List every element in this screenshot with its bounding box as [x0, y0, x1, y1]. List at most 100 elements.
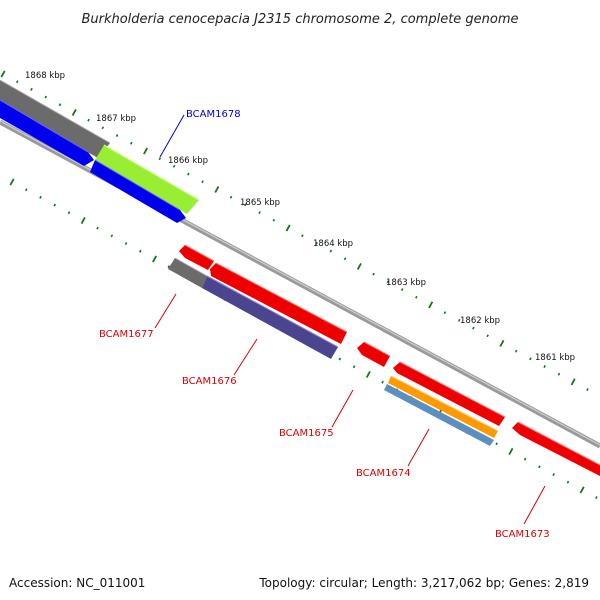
label-leaders [154, 114, 546, 525]
tick-mark [538, 465, 541, 469]
tick-mark [566, 480, 570, 484]
red-cds-small-1[interactable] [179, 244, 215, 270]
tick-mark [9, 178, 15, 186]
steel-blue-feature[interactable] [384, 384, 494, 446]
tick-mark [329, 249, 333, 253]
tick-mark [508, 447, 514, 455]
red-cds-long-1[interactable] [210, 262, 348, 344]
tick-mark [381, 380, 384, 384]
tick-mark [543, 365, 546, 368]
tick-mark [124, 242, 128, 245]
green-feature[interactable] [95, 144, 200, 214]
map-title: Burkholderia cenocepacia J2315 chromosom… [81, 12, 518, 27]
tick-mark [372, 272, 375, 276]
tick-mark [167, 265, 171, 269]
tick-mark [315, 241, 318, 245]
tick-mark [338, 357, 342, 361]
kbp-labels: 1868 kbp 1867 kbp 1866 kbp 1865 kbp 1864… [25, 71, 575, 363]
kbp-label: 1864 kbp [313, 239, 353, 249]
tick-mark [499, 339, 505, 347]
tick-mark [214, 185, 220, 193]
orange-feature[interactable] [388, 375, 499, 438]
topology-text: Topology: circular; Length: 3,217,062 bp… [258, 576, 589, 590]
tick-mark [39, 195, 42, 199]
tick-mark [301, 234, 304, 238]
blue-cds-upper[interactable] [0, 99, 94, 166]
tick-mark [258, 211, 261, 214]
tick-mark [579, 486, 585, 494]
tick-mark [172, 164, 176, 168]
gene-label-bcam1675[interactable]: BCAM1675 [279, 428, 334, 439]
tick-mark [53, 203, 57, 207]
tick-mark [58, 103, 62, 107]
kbp-label: 1865 kbp [240, 198, 280, 208]
gray-feature-lower[interactable] [168, 257, 208, 288]
tick-mark [356, 262, 362, 270]
tick-mark [30, 87, 33, 91]
kbp-label: 1862 kbp [460, 316, 500, 326]
tick-mark [101, 126, 105, 130]
gene-labels: BCAM1678 BCAM1677 BCAM1676 BCAM1675 BCAM… [99, 109, 550, 540]
tick-mark [570, 378, 576, 386]
tick-mark [143, 147, 148, 155]
tick-mark [428, 301, 434, 309]
tick-mark [139, 249, 142, 253]
tick-mark [80, 216, 86, 225]
tick-mark [96, 226, 99, 230]
tick-mark [472, 326, 475, 330]
kbp-label: 1867 kbp [96, 114, 136, 124]
tick-mark [67, 211, 71, 215]
tick-mark [187, 172, 190, 176]
tick-mark [514, 349, 518, 353]
tick-mark [272, 218, 276, 222]
tick-mark [110, 234, 114, 238]
tick-mark [365, 370, 371, 378]
tick-mark [400, 288, 404, 291]
red-cds-long-2[interactable] [393, 361, 506, 426]
red-cds-small-2[interactable] [357, 341, 391, 367]
tick-mark [152, 255, 157, 263]
tick-mark [552, 473, 555, 476]
gene-label-bcam1676[interactable]: BCAM1676 [182, 376, 237, 387]
purple-feature[interactable] [202, 275, 339, 359]
accession-text: Accession: NC_011001 [9, 576, 145, 590]
red-cds-long-3[interactable] [512, 421, 600, 476]
kbp-label: 1866 kbp [168, 156, 208, 166]
tick-mark [523, 457, 527, 461]
tick-mark [71, 108, 77, 117]
tick-mark [343, 257, 347, 261]
gene-label-bcam1677[interactable]: BCAM1677 [99, 329, 154, 340]
tick-mark [201, 180, 204, 184]
tick-mark [457, 318, 461, 322]
tick-mark [115, 134, 119, 137]
tick-mark [229, 195, 233, 199]
tick-mark [586, 388, 589, 391]
tick-mark [130, 141, 133, 145]
tick-mark [386, 280, 390, 284]
gene-label-bcam1678[interactable]: BCAM1678 [186, 109, 241, 120]
tick-mark [87, 118, 90, 122]
tick-mark [285, 224, 291, 232]
tick-mark [486, 334, 489, 338]
kbp-label: 1863 kbp [386, 278, 426, 288]
tick-mark [529, 357, 532, 361]
tick-mark [557, 372, 561, 376]
kbp-label: 1868 kbp [25, 71, 65, 81]
tick-mark [0, 70, 6, 78]
tick-mark [352, 365, 356, 369]
gene-label-bcam1674[interactable]: BCAM1674 [356, 468, 411, 479]
gray-feature-upper[interactable] [0, 79, 111, 158]
tick-mark [415, 295, 418, 299]
blue-cds-lower[interactable] [90, 159, 186, 223]
tick-mark [244, 203, 247, 207]
tick-mark [495, 442, 498, 446]
gene-label-bcam1673[interactable]: BCAM1673 [495, 529, 550, 540]
chromosome-backbone [0, 119, 600, 449]
tick-mark [158, 157, 162, 161]
tick-mark [443, 311, 447, 315]
tick-mark [15, 80, 19, 84]
kbp-label: 1861 kbp [535, 353, 575, 363]
tick-mark [24, 188, 28, 192]
tick-mark [595, 496, 598, 499]
